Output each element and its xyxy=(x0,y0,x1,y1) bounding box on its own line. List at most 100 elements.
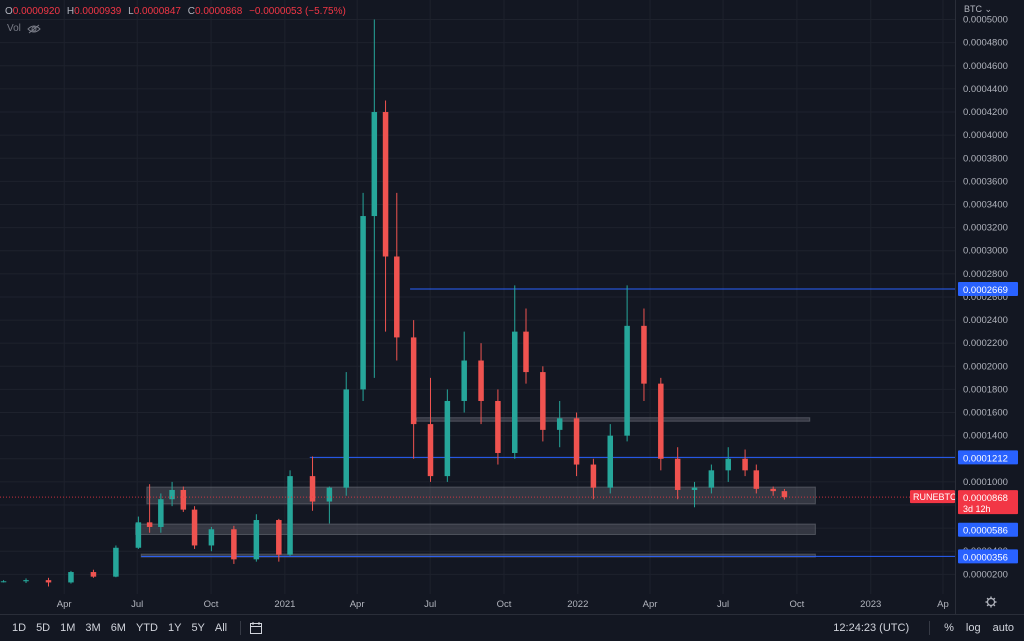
candle-body xyxy=(23,580,29,582)
candle xyxy=(556,400,563,448)
candle-body xyxy=(326,487,333,502)
range-1m[interactable]: 1M xyxy=(60,622,76,634)
x-tick-label: Ap xyxy=(937,599,949,610)
eye-hidden-icon[interactable] xyxy=(27,24,41,34)
range-all[interactable]: All xyxy=(214,622,228,634)
candle xyxy=(742,449,748,477)
y-tick-label: 0.0002800 xyxy=(963,269,1008,280)
candle xyxy=(781,488,788,500)
y-tick-label: 0.0002000 xyxy=(963,361,1008,372)
candle xyxy=(113,545,119,578)
x-tick-label: Oct xyxy=(497,599,512,610)
countdown-text: 3d 12h xyxy=(963,504,991,514)
price-label-bg xyxy=(958,522,1018,537)
candle-body xyxy=(478,360,484,401)
range-1y[interactable]: 1Y xyxy=(167,622,182,634)
change-value: −0.0000053 (−5.75%) xyxy=(249,6,346,17)
candle xyxy=(512,285,518,459)
price-chart[interactable]: 0.00002000.00004000.00006000.00008000.00… xyxy=(0,0,1024,614)
range-5y[interactable]: 5Y xyxy=(191,622,205,634)
candle xyxy=(691,481,698,508)
y-tick-label: 0.0002600 xyxy=(963,292,1008,303)
candle-body xyxy=(523,331,529,373)
price-label-text: 0.0002669 xyxy=(963,285,1008,296)
candle xyxy=(146,484,153,533)
candle-body xyxy=(394,256,400,338)
candle xyxy=(573,412,580,477)
candle xyxy=(658,377,664,471)
candle xyxy=(410,320,417,459)
candle-body xyxy=(208,529,215,546)
calendar-range-icon[interactable] xyxy=(249,621,263,635)
range-1d[interactable]: 1D xyxy=(12,622,27,634)
candle-body xyxy=(540,372,546,430)
candle-body xyxy=(742,458,748,471)
ohlc-legend: O0.0000920 H0.0000939 L0.0000847 C0.0000… xyxy=(5,6,350,17)
range-ytd[interactable]: YTD xyxy=(135,622,158,634)
close-value: 0.0000868 xyxy=(195,6,243,17)
y-tick-label: 0.0003800 xyxy=(963,153,1008,164)
candle-body xyxy=(158,499,164,527)
price-label-bg xyxy=(958,281,1018,296)
x-tick-label: Oct xyxy=(790,599,805,610)
candle-body xyxy=(343,389,349,488)
candle-body xyxy=(45,580,52,583)
price-label-text: 0.0000356 xyxy=(963,552,1008,563)
candle xyxy=(169,481,175,507)
candle xyxy=(90,569,97,578)
candle-body xyxy=(113,547,119,577)
candle-body xyxy=(231,529,237,560)
candle xyxy=(725,447,731,482)
candle-body xyxy=(607,435,614,488)
price-label-tag[interactable]: 0.0000356 xyxy=(958,549,1018,564)
gear-ring xyxy=(986,597,996,607)
range-5d[interactable]: 5D xyxy=(36,622,51,634)
price-label-tag[interactable]: 0.0001212 xyxy=(958,450,1018,465)
candle-body xyxy=(495,400,501,453)
settings-gear-icon[interactable] xyxy=(985,596,997,608)
bottom-toolbar: 1D 5D 1M 3M 6M YTD 1Y 5Y All 12:24:23 (U… xyxy=(0,614,1024,641)
candle-body xyxy=(382,112,389,257)
auto-scale-toggle[interactable]: auto xyxy=(992,622,1014,634)
x-tick-label: 2023 xyxy=(860,599,881,610)
candle xyxy=(624,285,630,442)
candle xyxy=(641,308,647,401)
percent-scale-toggle[interactable]: % xyxy=(944,622,954,634)
open-label: O xyxy=(5,6,13,17)
toolbar-divider xyxy=(240,621,242,635)
candle-body xyxy=(691,487,698,490)
candle xyxy=(68,570,74,584)
candle xyxy=(770,486,776,496)
toolbar-divider xyxy=(929,621,931,635)
price-label-tag[interactable]: 0.0000586 xyxy=(958,522,1018,537)
candle-body xyxy=(512,331,518,453)
price-label-tag[interactable]: 0.0002669 xyxy=(958,281,1018,296)
chevron-down-icon: ⌄ xyxy=(982,4,993,14)
candle-body xyxy=(590,464,597,488)
candle-body xyxy=(708,470,715,488)
x-tick-label: Apr xyxy=(350,599,365,610)
y-tick-label: 0.0003000 xyxy=(963,246,1008,257)
candle-body xyxy=(753,470,760,489)
utc-clock[interactable]: 12:24:23 (UTC) xyxy=(833,622,910,634)
y-tick-label: 0.0005000 xyxy=(963,15,1008,26)
y-tick-label: 0.0000200 xyxy=(963,569,1008,580)
candle xyxy=(674,447,681,500)
candle-body xyxy=(276,520,282,555)
candle-body xyxy=(135,522,142,548)
candle xyxy=(495,389,501,465)
y-tick-label: 0.0001000 xyxy=(963,477,1008,488)
y-tick-label: 0.0003200 xyxy=(963,223,1008,234)
range-6m[interactable]: 6M xyxy=(110,622,126,634)
candle-body xyxy=(68,572,74,583)
log-scale-toggle[interactable]: log xyxy=(965,622,981,634)
high-label: H xyxy=(66,6,75,17)
currency-selector[interactable]: BTC ⌄ xyxy=(964,4,992,15)
y-tick-label: 0.0004400 xyxy=(963,84,1008,95)
range-3m[interactable]: 3M xyxy=(85,622,101,634)
y-tick-label: 0.0004800 xyxy=(963,38,1008,49)
y-tick-label: 0.0002400 xyxy=(963,315,1008,326)
y-tick-label: 0.0004000 xyxy=(963,130,1008,141)
x-tick-label: Jul xyxy=(717,599,729,610)
y-tick-label: 0.0003600 xyxy=(963,176,1008,187)
